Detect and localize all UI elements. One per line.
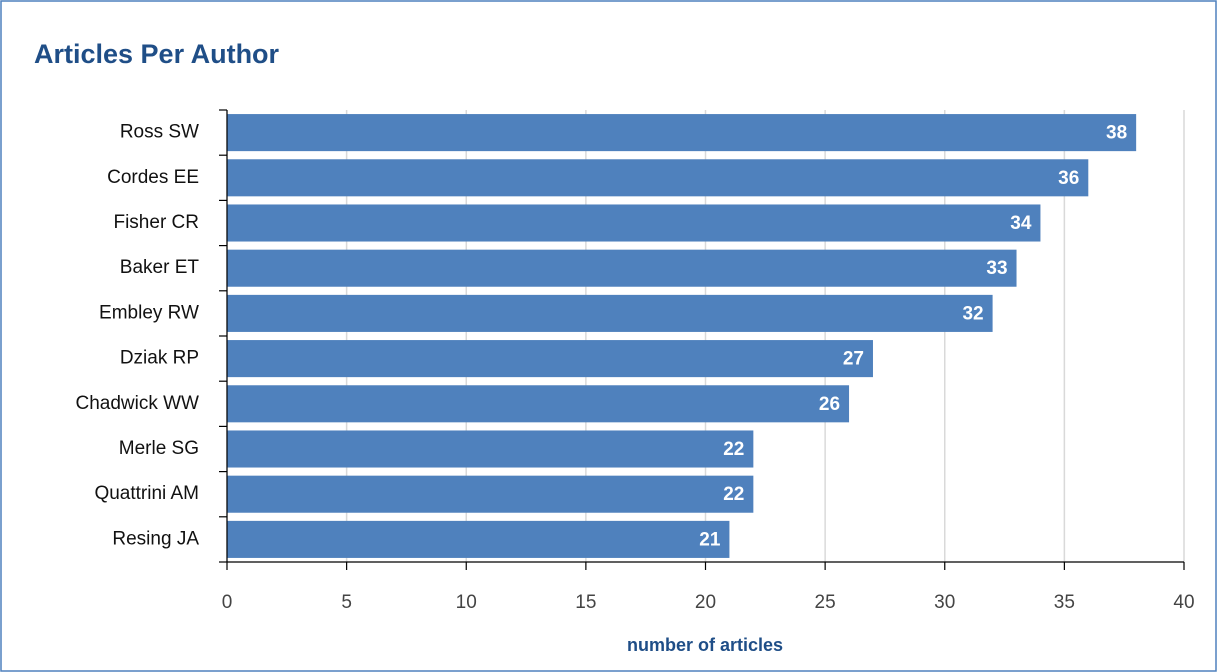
bar [227,520,730,558]
x-axis-label: number of articles [627,635,783,655]
y-tick-label: Quattrini AM [94,483,199,504]
x-tick-label: 30 [934,592,955,613]
y-tick-label: Resing JA [112,528,199,549]
bar [227,475,754,513]
bar [227,340,873,378]
bar [227,159,1089,197]
x-tick-label: 5 [341,592,352,613]
bar [227,430,754,468]
x-tick-label: 40 [1173,592,1194,613]
y-tick-label: Ross SW [120,122,199,143]
bar [227,204,1041,242]
y-tick-label: Chadwick WW [75,393,199,414]
x-tick-label: 35 [1054,592,1075,613]
data-label: 34 [1010,213,1032,234]
x-tick-label: 20 [695,592,716,613]
bar [227,294,993,332]
x-tick-label: 15 [575,592,596,613]
y-tick-label: Embley RW [99,302,199,323]
y-tick-label: Baker ET [120,257,200,278]
y-tick-label: Merle SG [119,438,199,459]
bar [227,385,850,423]
data-label: 27 [843,349,864,370]
y-tick-label: Dziak RP [120,348,199,369]
x-tick-label: 25 [815,592,836,613]
data-label: 36 [1058,168,1079,189]
y-tick-label: Fisher CR [113,212,199,233]
data-label: 22 [723,439,744,460]
x-tick-label: 10 [456,592,477,613]
data-label: 21 [699,529,721,550]
data-label: 33 [986,258,1007,279]
x-tick-label: 0 [222,592,233,613]
bar [227,114,1137,152]
bar [227,249,1017,287]
chart-title: Articles Per Author [34,39,280,69]
y-tick-label: Cordes EE [107,167,199,188]
data-label: 22 [723,484,744,505]
data-label: 26 [819,394,840,415]
data-label: 32 [962,303,983,324]
data-label: 38 [1106,123,1127,144]
